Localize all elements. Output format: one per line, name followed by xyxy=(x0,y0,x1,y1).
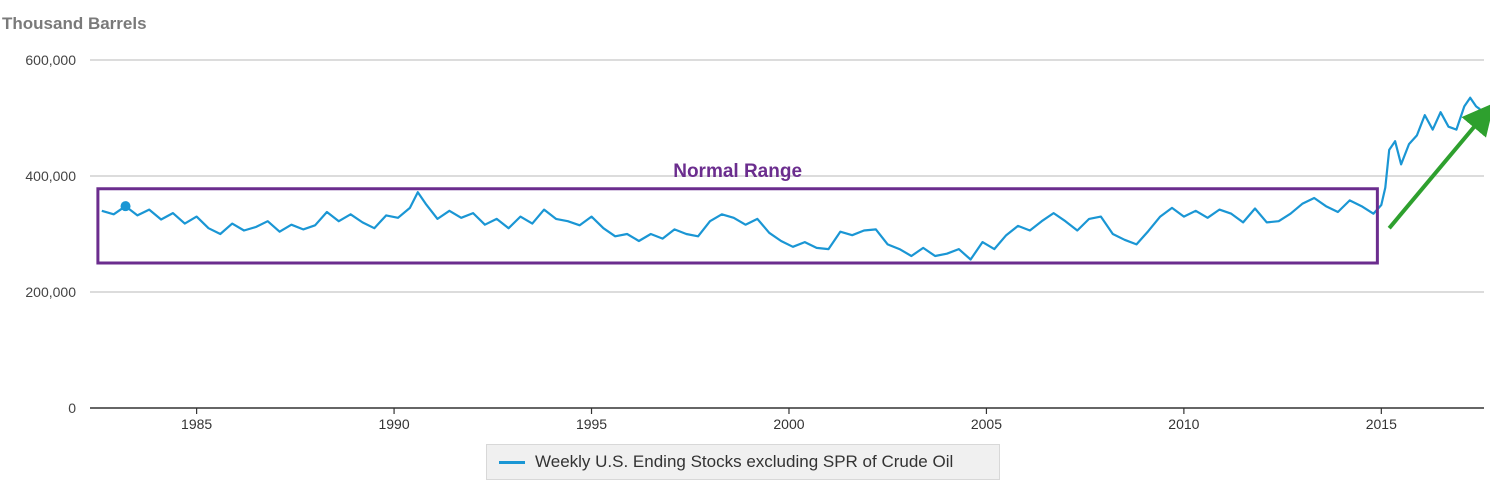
x-tick-label: 2010 xyxy=(1168,416,1199,432)
x-tick-label: 1995 xyxy=(576,416,607,432)
x-tick-label: 2015 xyxy=(1366,416,1397,432)
y-tick-label: 400,000 xyxy=(25,168,76,184)
x-tick-label: 2000 xyxy=(773,416,804,432)
trend-arrow xyxy=(1387,102,1490,230)
x-tick-label: 1990 xyxy=(378,416,409,432)
plot-area: 0 200,000 400,000 600,000 1985 1990 1995 2000 20… xyxy=(25,52,1490,432)
normal-range-box xyxy=(96,187,1379,265)
legend-swatch xyxy=(499,460,525,464)
y-axis-title: Thousand Barrels xyxy=(2,14,147,33)
legend-label: Weekly U.S. Ending Stocks excluding SPR … xyxy=(535,452,954,471)
y-tick-label: 0 xyxy=(68,400,76,416)
x-tick-label: 2005 xyxy=(971,416,1002,432)
legend[interactable]: Weekly U.S. Ending Stocks excluding SPR … xyxy=(486,444,1000,480)
y-tick-label: 200,000 xyxy=(25,284,76,300)
x-tick-label: 1985 xyxy=(181,416,212,432)
series-line xyxy=(101,96,1481,261)
normal-range-label: Normal Range xyxy=(673,161,802,182)
data-point-marker xyxy=(120,201,131,212)
y-tick-label: 600,000 xyxy=(25,52,76,68)
